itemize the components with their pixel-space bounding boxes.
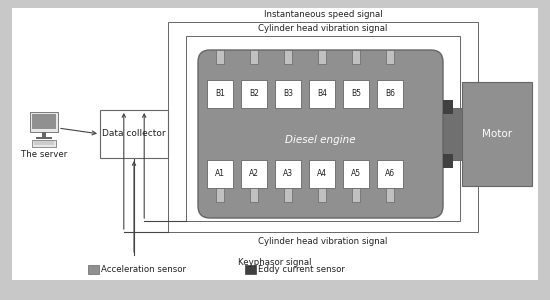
Bar [275,80,301,108]
Bar [318,50,326,64]
Text: Cylinder head vibration signal: Cylinder head vibration signal [258,237,388,246]
Bar [216,50,224,64]
Bar [186,36,460,221]
Bar [352,188,360,202]
Text: Instantaneous speed signal: Instantaneous speed signal [263,10,382,19]
Bar [443,154,453,168]
Text: A5: A5 [351,169,361,178]
Bar [32,140,56,147]
Bar [241,160,267,188]
Text: Acceleration sensor: Acceleration sensor [101,265,186,274]
Bar [250,50,258,64]
Bar [284,188,292,202]
Bar [352,50,360,64]
Bar [241,80,267,108]
Bar [100,110,168,158]
Text: The server: The server [21,150,67,159]
Bar [377,160,403,188]
Bar [275,160,301,188]
Bar [36,137,52,139]
Text: A6: A6 [385,169,395,178]
Text: B6: B6 [385,89,395,98]
Bar [284,50,292,64]
Text: A1: A1 [215,169,225,178]
Text: A3: A3 [283,169,293,178]
Text: B3: B3 [283,89,293,98]
Text: Cylinder head vibration signal: Cylinder head vibration signal [258,24,388,33]
Text: Eddy current sensor: Eddy current sensor [258,265,345,274]
Bar [386,50,394,64]
Text: Data collector: Data collector [102,130,166,139]
Text: A2: A2 [249,169,259,178]
Text: B1: B1 [215,89,225,98]
Bar [168,22,478,232]
Bar [250,188,258,202]
Bar [216,188,224,202]
Bar [32,114,56,129]
Bar [462,82,532,186]
Bar [42,132,46,137]
Bar [443,108,465,160]
Bar [309,160,335,188]
Text: B4: B4 [317,89,327,98]
Bar [318,188,326,202]
Bar [309,80,335,108]
Bar [207,160,233,188]
Bar [343,160,369,188]
Text: B2: B2 [249,89,259,98]
Text: Keyphasor signal: Keyphasor signal [238,258,312,267]
FancyBboxPatch shape [198,50,443,218]
Bar [88,265,99,274]
Text: Diesel engine: Diesel engine [285,135,356,145]
Bar [377,80,403,108]
Bar [386,188,394,202]
Bar [207,80,233,108]
Text: Motor: Motor [482,129,512,139]
Bar [343,80,369,108]
Bar [30,112,58,132]
Text: B5: B5 [351,89,361,98]
Bar [245,265,256,274]
Bar [443,100,453,114]
Text: A4: A4 [317,169,327,178]
